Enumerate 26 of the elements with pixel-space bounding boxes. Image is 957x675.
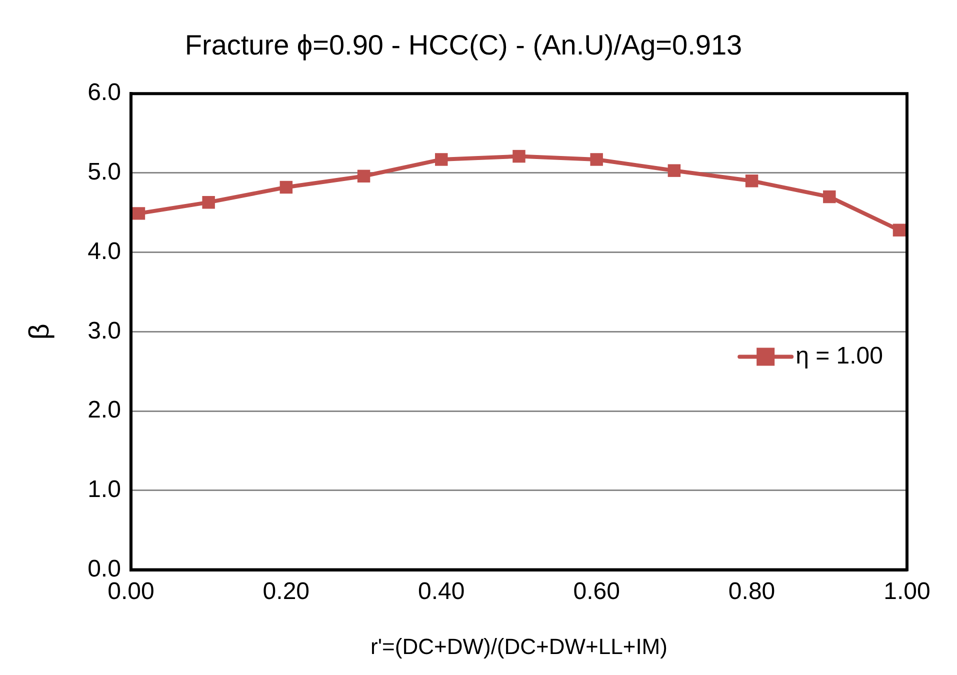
- x-tick-label: 1.00: [884, 578, 930, 605]
- y-tick-label: 5.0: [88, 158, 121, 186]
- point: [132, 207, 146, 220]
- point: [280, 180, 293, 194]
- point: [357, 170, 370, 183]
- point: [435, 153, 448, 166]
- chart-title: Fracture ϕ=0.90 - HCC(C) - (An.U)/Ag=0.913: [184, 30, 742, 61]
- point: [512, 150, 526, 163]
- y-tick-label: 6.0: [88, 79, 121, 106]
- y-tick-label: 1.0: [88, 476, 121, 504]
- y-tick-label: 4.0: [88, 238, 121, 265]
- legend-label: η = 1.00: [796, 342, 884, 370]
- point: [202, 196, 215, 209]
- point: [668, 164, 681, 177]
- y-axis-title: β: [24, 324, 55, 340]
- point: [823, 190, 836, 204]
- y-tick-label: 2.0: [88, 396, 121, 424]
- point: [590, 153, 603, 166]
- x-axis-title: r'=(DC+DW)/(DC+DW+LL+IM): [370, 634, 668, 659]
- x-tick-label: 0.60: [573, 578, 620, 605]
- y-tick-label: 3.0: [88, 317, 121, 344]
- x-tick-label: 0.80: [728, 578, 776, 605]
- x-tick-label: 0.20: [262, 578, 310, 605]
- x-tick-label: 0.40: [418, 578, 465, 605]
- point: [892, 224, 906, 236]
- point: [745, 174, 758, 188]
